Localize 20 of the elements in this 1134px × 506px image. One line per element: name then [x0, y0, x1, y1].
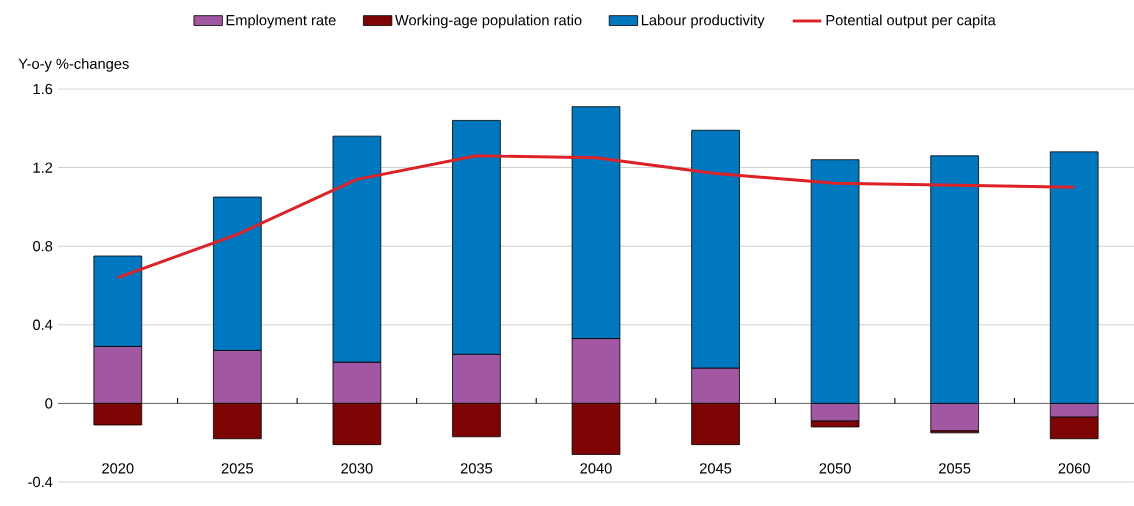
x-tick-label: 2025	[221, 463, 254, 474]
legend-label: Potential output per capita	[826, 14, 996, 29]
x-tick-label: 2040	[580, 463, 612, 474]
x-tick-label: 2045	[699, 463, 732, 474]
legend-label: Employment rate	[226, 14, 336, 29]
y-tick-label: 0.8	[33, 241, 53, 252]
y-tick-label: 0.4	[33, 319, 53, 330]
y-tick-label: 0	[45, 398, 53, 409]
x-tick-label: 2035	[460, 463, 493, 474]
y-tick-label: 1.2	[33, 162, 53, 173]
x-tick-label: 2060	[1058, 463, 1090, 474]
x-tick-label: 2030	[341, 463, 373, 474]
legend-label: Working-age population ratio	[394, 14, 582, 29]
legend-label: Labour productivity	[641, 14, 765, 29]
y-tick-label: 1.6	[33, 83, 53, 95]
y-axis-title: Y-o-y %-changes	[18, 58, 129, 72]
y-tick-label: -0.4	[28, 476, 53, 488]
x-tick-label: 2050	[819, 463, 851, 474]
x-tick-label: 2020	[102, 463, 134, 474]
x-tick-label: 2055	[939, 463, 971, 474]
